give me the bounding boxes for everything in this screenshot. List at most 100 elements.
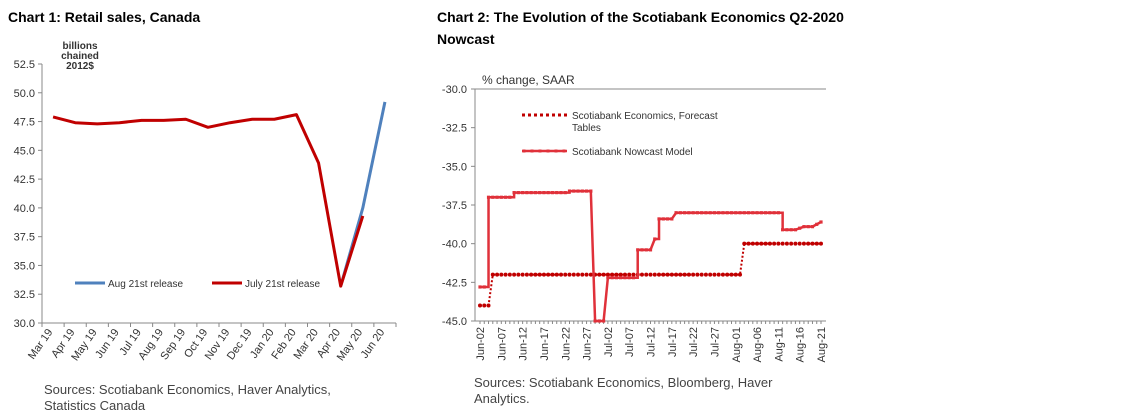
chart2-nowcast-point (772, 211, 776, 215)
chart2-nowcast-point (802, 225, 806, 229)
chart2-nowcast-point (708, 211, 712, 215)
chart2-forecast-point (584, 272, 589, 277)
chart2-forecast-point (819, 241, 823, 246)
chart2-forecast-point (486, 303, 491, 308)
chart2-nowcast-point (670, 217, 674, 221)
chart2-nowcast-point (631, 276, 636, 280)
chart2-legend-marker (546, 149, 550, 153)
chart2-forecast-point (576, 272, 581, 277)
chart2-nowcast-point (627, 276, 631, 280)
chart2-forecast-point (605, 272, 610, 277)
chart2-nowcast-point (482, 285, 486, 289)
chart2-nowcast-point (555, 191, 559, 195)
chart2-forecast-point (652, 272, 657, 277)
chart2-nowcast-point (508, 195, 512, 199)
chart2-forecast-point (776, 241, 781, 246)
chart2-forecast-point (665, 272, 670, 277)
chart1-x-tick-label: Mar 19 (26, 327, 55, 362)
chart2-nowcast-point (768, 211, 772, 215)
chart2-forecast-point (767, 241, 772, 246)
chart1-x-tick-label: Jun 20 (359, 327, 388, 361)
chart2-forecast-point (691, 272, 696, 277)
chart2-nowcast-point (610, 276, 614, 280)
chart2-nowcast-point (751, 211, 755, 215)
chart2-forecast-point (682, 272, 687, 277)
chart2-forecast-point (610, 272, 615, 277)
chart1-y-tick-label: 45.0 (14, 145, 35, 157)
chart2-forecast-point (478, 303, 482, 308)
chart2-forecast-point (716, 272, 721, 277)
chart2-forecast-point (541, 272, 546, 277)
chart2-nowcast-point (491, 195, 495, 199)
chart2-nowcast-point (567, 189, 572, 193)
chart2-forecast-point (725, 272, 730, 277)
chart2-forecast-point (490, 272, 495, 277)
chart2-nowcast-point (542, 191, 546, 195)
chart1-y-tick-label: 35.0 (14, 260, 35, 272)
chart2-legend-label-forecast: Tables (572, 123, 601, 134)
chart2-forecast-point (482, 303, 487, 308)
chart2-x-tick-label: Aug-16 (795, 327, 807, 362)
chart1-unit-label: 2012$ (66, 61, 94, 72)
chart2-nowcast-point (793, 228, 798, 232)
chart1-y-tick-label: 47.5 (14, 117, 35, 129)
chart2-nowcast-point (499, 195, 503, 199)
chart2-nowcast-point (623, 276, 627, 280)
chart2-nowcast-point (746, 211, 751, 215)
chart2-nowcast-point (725, 211, 729, 215)
chart2-legend-marker (554, 149, 558, 153)
chart2-nowcast-point (789, 228, 793, 232)
chart2-forecast-point (499, 272, 504, 277)
chart1-y-tick-label: 50.0 (14, 88, 35, 100)
chart2-nowcast-point (593, 319, 597, 323)
chart2-forecast-point (597, 272, 602, 277)
chart2-forecast-point (780, 241, 785, 246)
chart2-y-tick-label: -40.0 (442, 239, 467, 251)
chart2-forecast-point (618, 272, 623, 277)
chart2-nowcast-point (503, 195, 508, 199)
chart2-nowcast-point (738, 211, 742, 215)
chart2-nowcast-point (704, 211, 708, 215)
chart1-plot: 30.0 32.5 35.0 37.5 40.0 42.5 45.0 47.5 50.0 52.5… (14, 41, 397, 363)
chart2-forecast-point (503, 272, 508, 277)
chart2-forecast-point (772, 241, 777, 246)
chart2-legend-label-nowcast: Scotiabank Nowcast Model (572, 147, 693, 158)
chart2-nowcast-point (653, 237, 657, 241)
chart2-x-tick-label: Jul-02 (603, 327, 615, 357)
chart2-nowcast-point (550, 191, 555, 195)
chart2-forecast-point (674, 272, 679, 277)
chart2-forecast-point (810, 241, 815, 246)
chart2-nowcast-point (644, 248, 648, 252)
chart2-nowcast-point (678, 211, 682, 215)
chart2-nowcast-point (636, 248, 640, 252)
chart2-nowcast-point (687, 211, 691, 215)
chart2-nowcast-point (674, 211, 678, 215)
chart2-forecast-point (631, 272, 636, 277)
chart2-forecast-point (639, 272, 644, 277)
chart2-forecast-point (708, 272, 713, 277)
chart2-forecast-point (588, 272, 593, 277)
chart2-y-tick-label: -30.0 (442, 84, 467, 96)
chart2-forecast-point (644, 272, 649, 277)
chart2-nowcast-point (486, 195, 491, 199)
chart2-nowcast-point (516, 191, 520, 195)
chart2-nowcast-point (576, 189, 580, 193)
chart2-nowcast-point (525, 191, 529, 195)
chart1-series-line (52, 113, 365, 288)
chart2-x-tick-label: Jul-12 (646, 327, 658, 357)
chart2-forecast-point (571, 272, 576, 277)
chart2-nowcast-point (721, 211, 725, 215)
chart2-nowcast-point (584, 189, 589, 193)
chart1-y-tick-label: 30.0 (14, 318, 35, 330)
chart2-legend-label-forecast: Scotiabank Economics, Forecast (572, 111, 718, 122)
chart2-nowcast-point (580, 189, 584, 193)
chart2-forecast-point (695, 272, 700, 277)
chart2-nowcast-point (572, 189, 576, 193)
chart2-forecast-point (563, 272, 568, 277)
chart2-forecast-point (533, 272, 538, 277)
chart2-nowcast-point (495, 195, 499, 199)
chart1-y-tick-label: 37.5 (14, 232, 35, 244)
chart2-nowcast-point (729, 211, 734, 215)
chart2-forecast-point (759, 241, 764, 246)
chart2-forecast-point (622, 272, 627, 277)
